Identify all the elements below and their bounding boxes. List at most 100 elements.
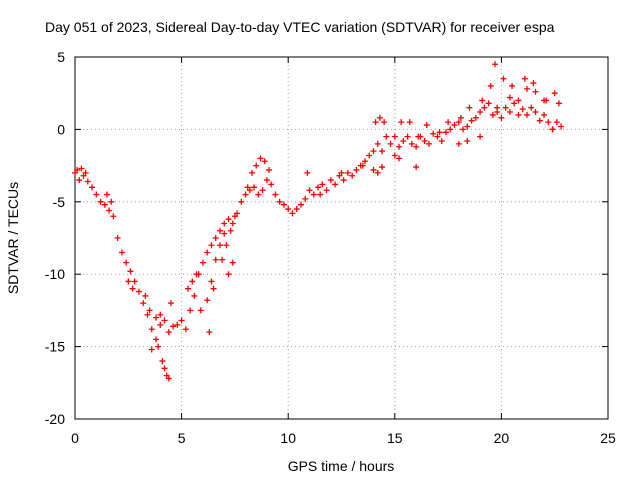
data-point <box>231 213 238 220</box>
data-point <box>413 143 420 150</box>
data-point <box>468 117 475 124</box>
data-point <box>541 97 548 104</box>
data-point <box>125 278 132 285</box>
data-point <box>212 256 219 263</box>
grid-lines <box>75 57 608 419</box>
data-point <box>229 259 236 266</box>
data-point <box>502 104 509 111</box>
x-tick-label: 5 <box>178 430 186 446</box>
data-point <box>229 220 236 227</box>
data-point <box>381 119 388 126</box>
data-point <box>285 206 292 213</box>
y-tick-labels: -20 -15 -10 -5 0 5 <box>45 49 65 427</box>
data-point <box>374 169 381 176</box>
data-point <box>319 181 326 188</box>
data-point <box>118 249 125 256</box>
data-point <box>161 317 168 324</box>
data-point <box>464 123 471 130</box>
data-point <box>506 109 513 116</box>
x-tick-label: 20 <box>494 430 510 446</box>
data-point <box>372 119 379 126</box>
data-point <box>379 148 386 155</box>
data-point <box>549 126 556 133</box>
data-point <box>551 90 558 97</box>
data-point <box>349 172 356 179</box>
data-point <box>148 326 155 333</box>
data-point <box>268 181 275 188</box>
data-point <box>317 191 324 198</box>
data-point <box>153 336 160 343</box>
data-point <box>315 184 322 191</box>
data-point <box>210 285 217 292</box>
data-point <box>455 119 462 126</box>
data-point <box>206 329 213 336</box>
data-point <box>221 220 228 227</box>
data-point <box>272 191 279 198</box>
data-point <box>506 94 513 101</box>
data-point <box>374 140 381 147</box>
data-point <box>263 177 270 184</box>
data-point <box>216 242 223 249</box>
plot-frame <box>74 56 609 420</box>
data-point <box>276 198 283 205</box>
data-point <box>157 311 164 318</box>
data-point <box>189 278 196 285</box>
data-point <box>223 242 230 249</box>
y-tick-label: -15 <box>45 339 65 355</box>
data-point <box>204 297 211 304</box>
data-point <box>110 213 117 220</box>
data-point <box>532 109 539 116</box>
data-point <box>455 140 462 147</box>
data-point <box>225 271 232 278</box>
data-point <box>442 129 449 136</box>
data-point <box>541 111 548 118</box>
data-point <box>74 166 81 173</box>
data-point <box>76 177 83 184</box>
data-point <box>434 133 441 140</box>
data-point <box>487 82 494 89</box>
data-point <box>261 158 268 165</box>
data-point <box>135 288 142 295</box>
data-point <box>545 119 552 126</box>
data-point <box>89 184 96 191</box>
data-point <box>532 88 539 95</box>
data-point <box>82 169 89 176</box>
data-point <box>555 100 562 107</box>
data-point <box>142 292 149 299</box>
x-tick-label: 25 <box>600 430 616 446</box>
data-point <box>370 148 377 155</box>
data-point <box>259 187 266 194</box>
data-point <box>78 165 85 172</box>
data-point <box>359 162 366 169</box>
data-point <box>530 80 537 87</box>
data-point <box>340 177 347 184</box>
data-point <box>523 111 530 118</box>
data-point <box>197 307 204 314</box>
data-point <box>425 140 432 147</box>
data-point <box>472 114 479 121</box>
data-point <box>479 97 486 104</box>
data-point <box>447 126 454 133</box>
data-point <box>221 230 228 237</box>
data-point <box>161 365 168 372</box>
data-point <box>398 119 405 126</box>
data-point <box>293 206 300 213</box>
data-point <box>178 317 185 324</box>
data-point <box>376 114 383 121</box>
data-point <box>159 358 166 365</box>
data-point <box>225 216 232 223</box>
data-point <box>353 166 360 173</box>
chart-title: Day 051 of 2023, Sidereal Day-to-day VTE… <box>45 19 555 35</box>
data-point <box>182 326 189 333</box>
data-point <box>344 169 351 176</box>
data-point <box>304 169 311 176</box>
data-point <box>144 311 151 318</box>
data-point <box>511 100 518 107</box>
x-axis-label: GPS time / hours <box>288 458 395 474</box>
data-point <box>204 249 211 256</box>
data-point <box>253 162 260 169</box>
data-point <box>494 104 501 111</box>
data-point <box>216 227 223 234</box>
data-point <box>165 329 172 336</box>
data-point <box>436 129 443 136</box>
